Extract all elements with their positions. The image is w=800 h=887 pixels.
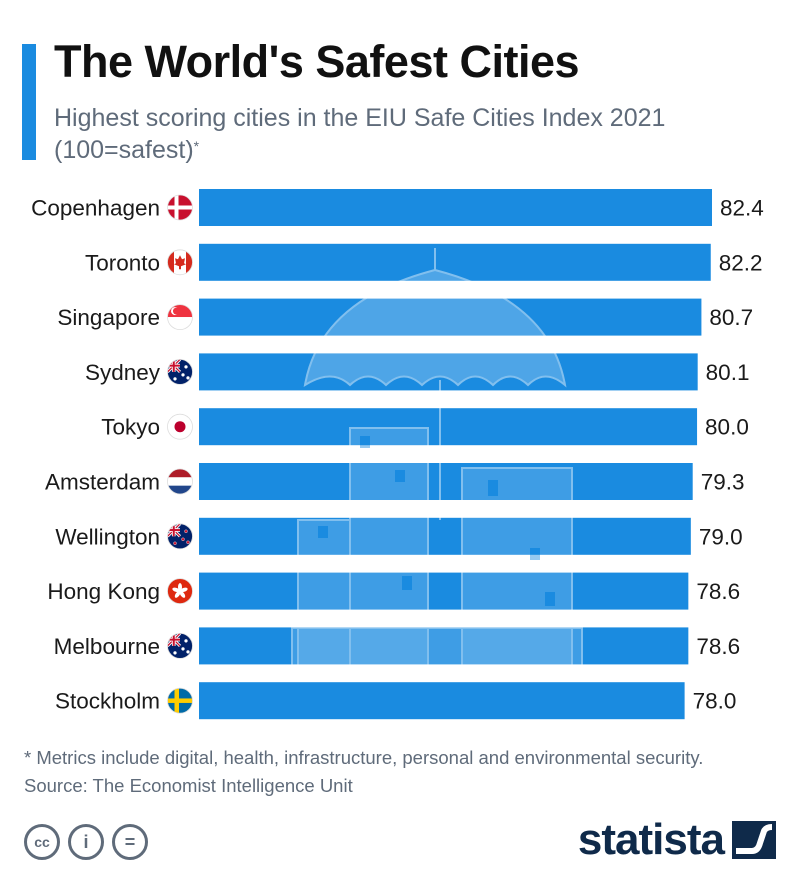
new-zealand-flag-icon — [167, 523, 193, 550]
by-icon[interactable]: i — [68, 824, 104, 860]
bars-group: Copenhagen 82.4 Toronto 82.2 Singapore 80.7 Sy… — [31, 189, 764, 720]
window-3 — [488, 480, 498, 496]
sweden-flag-icon — [167, 687, 193, 714]
value-label: 78.0 — [693, 689, 737, 714]
licence-icons: cc i = — [24, 824, 148, 860]
value-label: 80.7 — [709, 305, 753, 330]
value-label: 78.6 — [696, 634, 740, 659]
bar — [199, 189, 712, 226]
window-6 — [402, 576, 412, 590]
subtitle-line-2: (100=safest) — [54, 136, 194, 164]
canada-flag-icon — [167, 249, 193, 276]
singapore-flag-icon — [167, 304, 193, 331]
bar — [199, 517, 691, 555]
netherlands-flag-icon — [167, 468, 193, 495]
nd-icon[interactable]: = — [112, 824, 148, 860]
window-4 — [318, 526, 328, 538]
footnote-source: Source: The Economist Intelligence Unit — [24, 775, 353, 796]
statista-logo-icon — [732, 821, 776, 859]
umbrella-canopy-shape — [303, 268, 567, 388]
bar — [199, 243, 711, 281]
value-label: 82.4 — [720, 196, 764, 221]
category-label: Copenhagen — [31, 196, 160, 221]
bar — [199, 572, 689, 610]
chart-title: The World's Safest Cities — [54, 36, 580, 87]
bar — [199, 627, 689, 665]
category-label: Wellington — [55, 524, 160, 549]
category-label: Hong Kong — [47, 579, 160, 604]
australia-flag-icon — [167, 633, 193, 659]
hong-kong-flag-icon — [167, 578, 193, 604]
japan-flag-icon — [167, 413, 193, 440]
value-label: 79.0 — [699, 524, 743, 549]
bar — [199, 408, 698, 446]
statista-wordmark: statista — [577, 815, 725, 864]
bar — [199, 682, 685, 720]
category-label: Amsterdam — [45, 470, 160, 495]
bar — [199, 463, 693, 500]
value-label: 80.0 — [705, 415, 749, 440]
window-2 — [395, 470, 405, 482]
accent-bar — [22, 44, 36, 160]
australia-flag-icon — [167, 358, 193, 385]
category-label: Singapore — [57, 305, 160, 330]
building-left — [349, 427, 429, 671]
umbrella-city-illustration — [291, 248, 583, 671]
bar — [199, 298, 702, 336]
subtitle-footnote-mark: * — [193, 138, 200, 154]
category-label: Sydney — [85, 360, 161, 385]
category-label: Toronto — [85, 250, 160, 275]
value-label: 79.3 — [701, 470, 745, 495]
window-7 — [545, 592, 555, 606]
building-right — [461, 467, 573, 671]
building-low — [297, 519, 351, 671]
subtitle-line-1: Highest scoring cities in the EIU Safe C… — [54, 104, 666, 132]
statista-brand[interactable]: statista — [578, 818, 776, 862]
category-label: Tokyo — [101, 415, 160, 440]
value-label: 78.6 — [696, 579, 740, 604]
category-label: Stockholm — [55, 689, 160, 714]
value-label: 80.1 — [706, 360, 750, 385]
footnote-note: * Metrics include digital, health, infra… — [24, 747, 704, 768]
bar — [199, 353, 698, 391]
footnote: * Metrics include digital, health, infra… — [24, 744, 703, 800]
category-label: Melbourne — [54, 634, 160, 659]
window-5 — [530, 548, 540, 560]
denmark-flag-icon — [167, 194, 193, 221]
value-label: 82.2 — [719, 250, 763, 275]
logo-wave — [736, 824, 773, 854]
window-1 — [360, 436, 370, 448]
cc-icon[interactable]: cc — [24, 824, 60, 860]
building-base — [291, 627, 583, 671]
chart-subtitle: Highest scoring cities in the EIU Safe C… — [54, 102, 774, 166]
